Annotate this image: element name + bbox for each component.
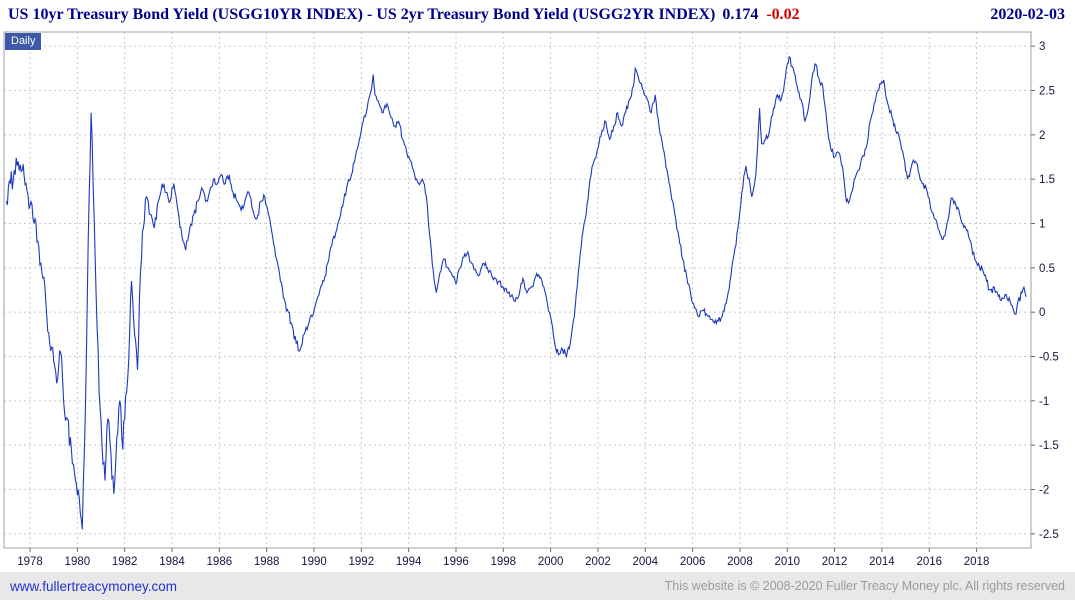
y-tick-label: -1 (1039, 396, 1049, 408)
y-tick-label: 1 (1039, 219, 1045, 231)
x-tick-label: 1998 (491, 556, 517, 568)
y-tick-label: 0 (1039, 307, 1045, 319)
x-tick-label: 1988 (254, 556, 280, 568)
chart-canvas: 3 2.5 2 1.5 1 0.5 0 -0.5 -1 -1.5 -2 -2.5 1978 1980 198… (3, 31, 1059, 568)
x-tick-label: 2018 (964, 556, 990, 568)
x-tick-label: 2006 (680, 556, 706, 568)
spread-line-series (5, 55, 1027, 530)
y-tick-label: 2.5 (1039, 86, 1055, 98)
chart-title-bar: US 10yr Treasury Bond Yield (USGG10YR IN… (0, 0, 1075, 30)
x-tick-label: 2002 (585, 556, 611, 568)
y-tick-label: 1.5 (1039, 174, 1055, 186)
x-tick-label: 2008 (727, 556, 753, 568)
footer-bar: www.fullertreacymoney.com This website i… (0, 572, 1075, 600)
frequency-badge: Daily (5, 33, 42, 50)
y-tick-label: -0.5 (1039, 351, 1059, 363)
x-tick-label: 2000 (538, 556, 564, 568)
x-tick-label: 2004 (632, 556, 658, 568)
x-tick-label: 1982 (112, 556, 138, 568)
y-tick-label: -1.5 (1039, 440, 1059, 452)
y-tick-label: 0.5 (1039, 263, 1055, 275)
x-tick-label: 2012 (822, 556, 848, 568)
chart-area: Daily 3 2.5 2 1.5 1 0.5 0 -0.5 -1 -1.5 -2 -2.5 1978 1… (0, 30, 1075, 572)
x-tick-label: 1994 (396, 556, 422, 568)
x-tick-label: 2016 (916, 556, 942, 568)
x-tick-label: 2010 (774, 556, 800, 568)
x-tick-label: 1990 (301, 556, 327, 568)
x-tick-label: 1978 (17, 556, 43, 568)
website-link[interactable]: www.fullertreacymoney.com (10, 578, 178, 594)
x-tick-label: 1984 (159, 556, 185, 568)
x-tick-label: 1980 (65, 556, 91, 568)
change-value: -0.02 (766, 6, 800, 23)
y-tick-label: -2.5 (1039, 529, 1059, 541)
x-tick-label: 1992 (349, 556, 375, 568)
y-tick-label: -2 (1039, 484, 1049, 496)
y-tick-label: 2 (1039, 130, 1045, 142)
last-value: 0.174 (722, 6, 759, 23)
chart-date: 2020-02-03 (990, 6, 1065, 23)
chart-title: US 10yr Treasury Bond Yield (USGG10YR IN… (8, 6, 716, 23)
x-tick-label: 2014 (869, 556, 895, 568)
plot-border (3, 31, 1032, 549)
y-tick-label: 3 (1039, 41, 1045, 53)
x-tick-label: 1986 (207, 556, 233, 568)
x-tick-label: 1996 (443, 556, 469, 568)
copyright-text: This website is © 2008-2020 Fuller Treac… (664, 579, 1065, 593)
